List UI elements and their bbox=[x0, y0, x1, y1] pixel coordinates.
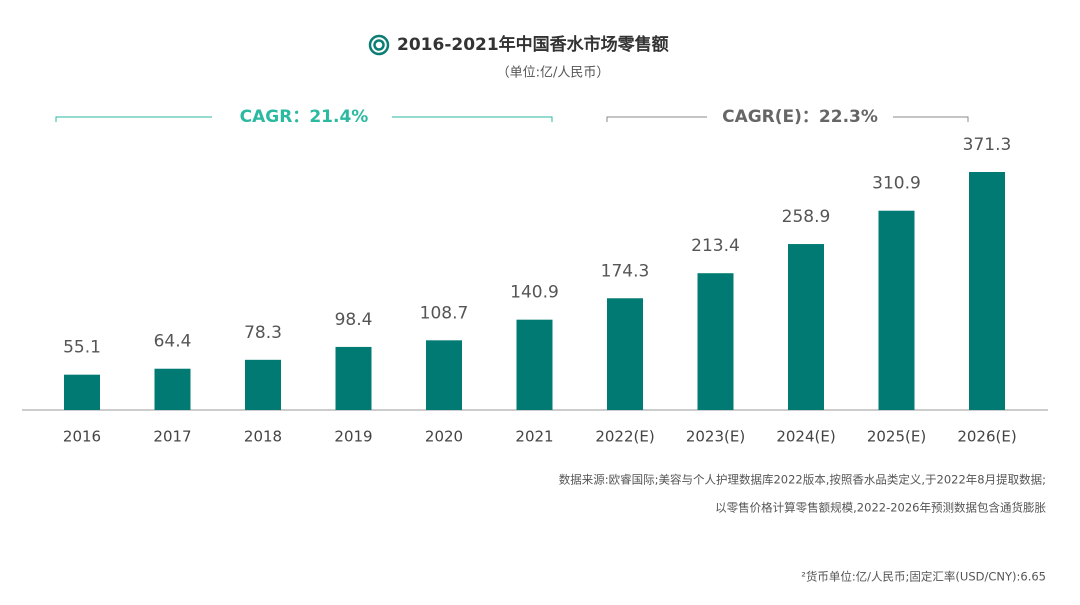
note: 数据来源:欧睿国际;美容与个人护理数据库2022版本,按照香水品类定义,于202… bbox=[559, 473, 1046, 487]
bar bbox=[516, 319, 553, 410]
annotation: CAGR：21.4% bbox=[240, 107, 369, 127]
value-label: 64.4 bbox=[154, 332, 192, 352]
title-icon bbox=[373, 39, 385, 51]
x-tick-label: 2024(E) bbox=[776, 428, 835, 446]
bar bbox=[788, 244, 824, 410]
value-label: 371.3 bbox=[963, 135, 1012, 155]
bar bbox=[878, 210, 915, 410]
bar bbox=[154, 368, 191, 410]
chart-subtitle: （单位:亿/人民币） bbox=[497, 66, 610, 81]
value-label: 174.3 bbox=[601, 261, 650, 281]
note: 以零售价格计算零售额规模,2022-2026年预测数据包含通货膨胀 bbox=[715, 501, 1046, 515]
x-tick-label: 2023(E) bbox=[686, 428, 745, 446]
bar bbox=[426, 340, 462, 410]
value-label: 258.9 bbox=[782, 207, 831, 227]
bracket bbox=[606, 116, 969, 122]
value-label: 108.7 bbox=[420, 303, 469, 323]
x-tick-label: 2021 bbox=[515, 428, 553, 446]
x-tick-label: 2018 bbox=[244, 428, 282, 446]
chart-title: 2016-2021年中国香水市场零售额 bbox=[397, 34, 669, 55]
value-label: 78.3 bbox=[244, 323, 282, 343]
x-tick-label: 2026(E) bbox=[957, 428, 1016, 446]
bar bbox=[335, 346, 372, 410]
x-tick-label: 2016 bbox=[63, 428, 101, 446]
value-label: 55.1 bbox=[63, 338, 101, 358]
value-label: 98.4 bbox=[335, 310, 373, 330]
x-tick-label: 2019 bbox=[334, 428, 372, 446]
bar bbox=[969, 172, 1005, 410]
x-tick-label: 2025(E) bbox=[867, 428, 926, 446]
x-tick-label: 2022(E) bbox=[595, 428, 654, 446]
bar bbox=[64, 374, 100, 410]
bar bbox=[697, 273, 734, 410]
title-icon bbox=[368, 34, 390, 56]
value-label: 213.4 bbox=[691, 236, 740, 256]
annotation: CAGR(E)：22.3% bbox=[722, 107, 878, 127]
note: ²货币单位:亿/人民币;固定汇率(USD/CNY):6.65 bbox=[801, 570, 1046, 584]
x-tick-label: 2020 bbox=[425, 428, 463, 446]
bracket bbox=[55, 116, 553, 122]
bar bbox=[245, 359, 281, 410]
value-label: 310.9 bbox=[872, 174, 921, 194]
bar bbox=[607, 298, 643, 410]
x-tick-label: 2017 bbox=[153, 428, 191, 446]
value-label: 140.9 bbox=[510, 283, 559, 303]
